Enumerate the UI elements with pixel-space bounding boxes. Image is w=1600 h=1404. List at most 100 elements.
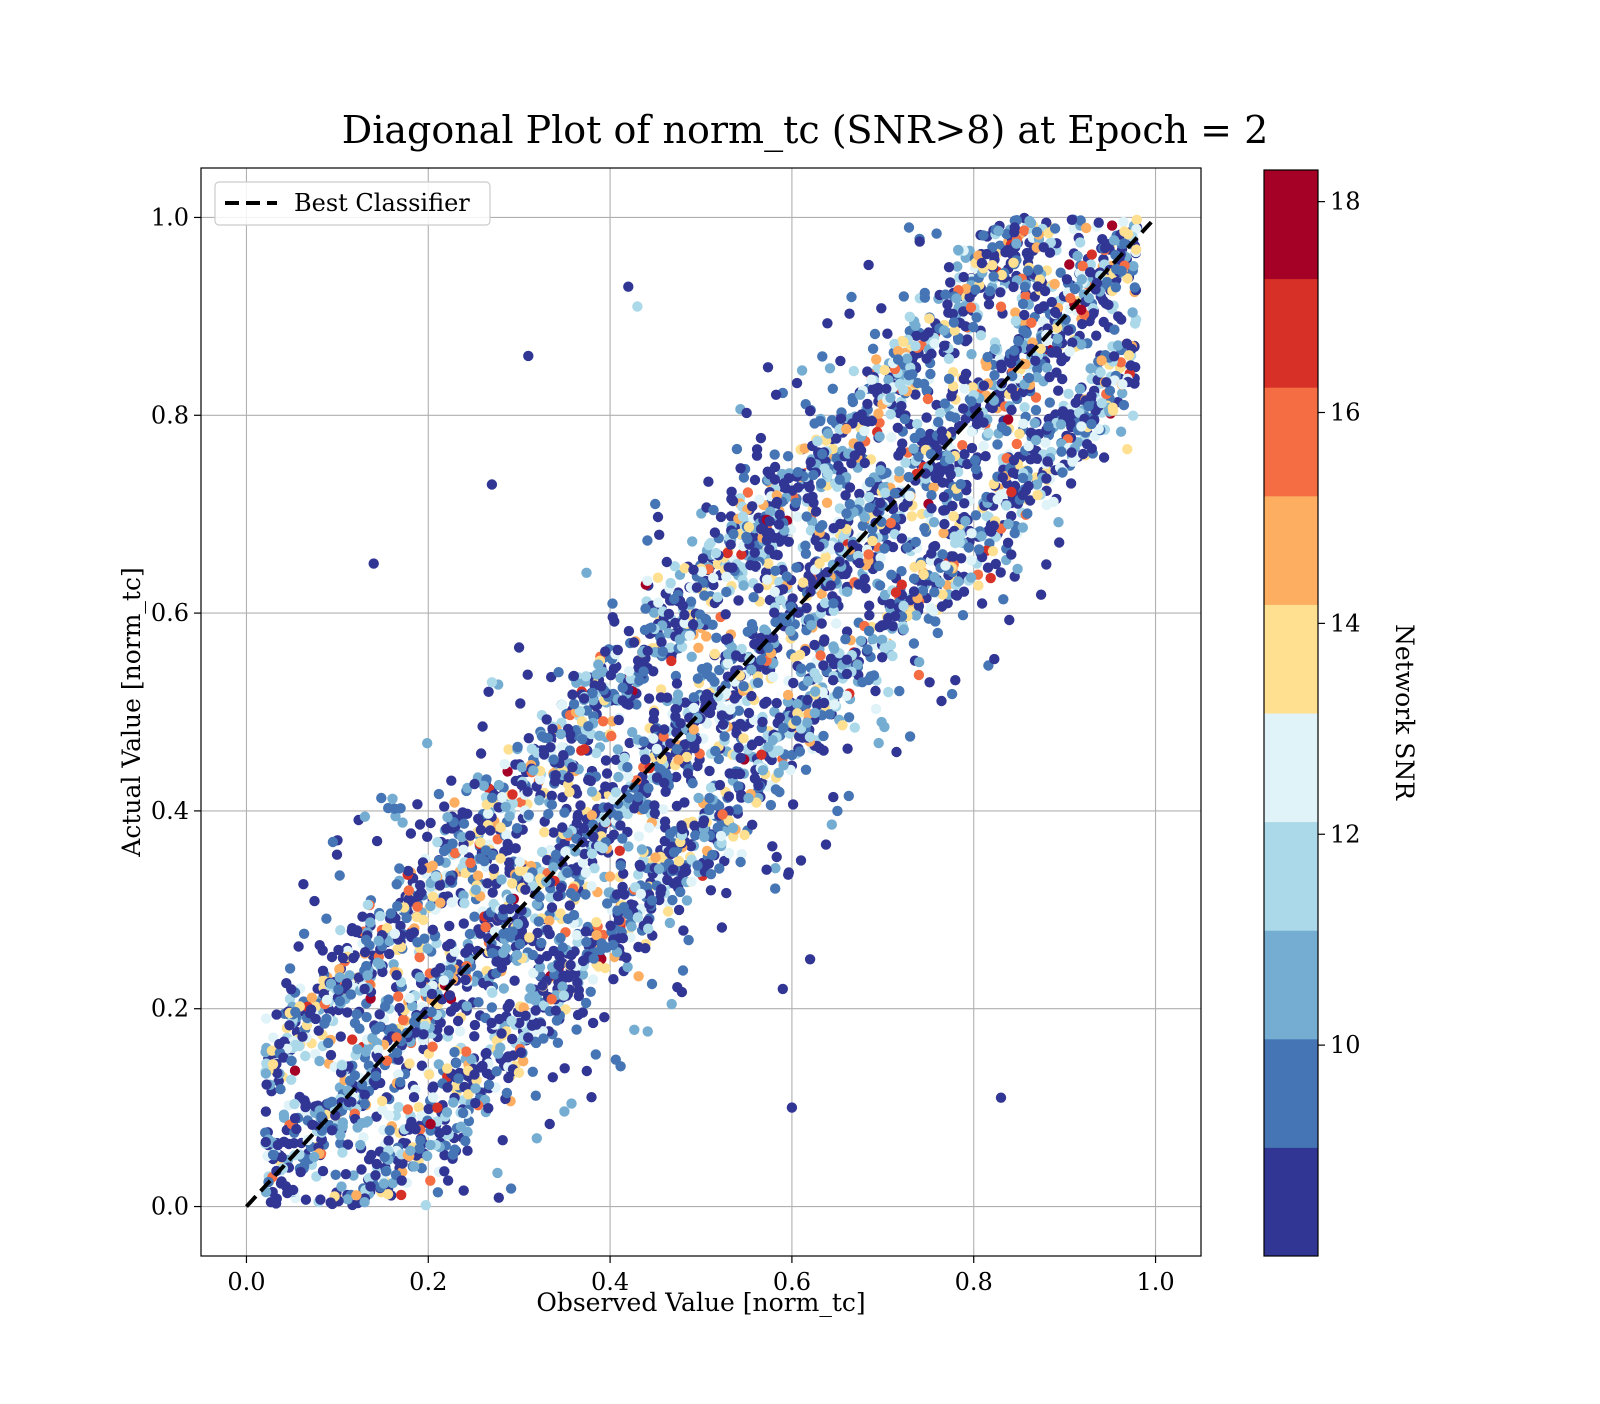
scatter-point — [344, 970, 355, 981]
scatter-point — [721, 571, 732, 582]
scatter-point — [904, 731, 916, 742]
scatter-point — [769, 607, 780, 618]
scatter-point — [379, 1151, 390, 1163]
scatter-point — [546, 799, 558, 810]
scatter-point — [477, 1060, 488, 1072]
scatter-point — [458, 1185, 469, 1196]
scatter-point — [524, 992, 535, 1004]
scatter-point — [623, 699, 634, 710]
y-tick-label: 0.6 — [151, 599, 189, 627]
scatter-point — [395, 920, 406, 932]
scatter-point — [1097, 234, 1108, 245]
scatter-point — [814, 522, 826, 533]
scatter-point — [928, 517, 940, 528]
scatter-point — [911, 330, 922, 341]
scatter-point — [442, 1063, 453, 1074]
scatter-point — [985, 572, 996, 584]
scatter-point — [855, 635, 867, 646]
scatter-point — [575, 800, 586, 811]
scatter-point — [396, 1189, 407, 1201]
colorbar-segment — [1264, 713, 1318, 823]
scatter-point — [995, 567, 1006, 578]
scatter-point — [662, 692, 673, 703]
scatter-point — [742, 487, 754, 498]
scatter-point — [800, 540, 811, 551]
scatter-point — [656, 884, 667, 895]
scatter-point — [885, 409, 896, 420]
scatter-point — [751, 444, 763, 455]
scatter-point — [419, 933, 430, 944]
scatter-point — [881, 383, 892, 394]
scatter-point — [926, 503, 937, 514]
scatter-point — [938, 491, 950, 503]
scatter-point — [274, 1038, 285, 1050]
scatter-point — [522, 669, 533, 680]
x-tick-label: 0.8 — [955, 1268, 993, 1296]
scatter-point — [945, 277, 956, 288]
scatter-point — [457, 1107, 469, 1119]
scatter-point — [554, 950, 565, 962]
scatter-point — [864, 600, 875, 611]
y-tick-label: 1.0 — [151, 203, 189, 231]
scatter-point — [427, 924, 438, 935]
scatter-point — [632, 301, 643, 312]
scatter-point — [405, 828, 417, 839]
scatter-point — [841, 690, 852, 701]
scatter-point — [1117, 379, 1128, 390]
scatter-point — [800, 764, 812, 775]
scatter-point — [643, 783, 654, 794]
scatter-point — [876, 303, 887, 314]
scatter-point — [958, 306, 969, 317]
scatter-point — [310, 1013, 321, 1025]
scatter-point — [539, 827, 550, 838]
scatter-point — [408, 1092, 420, 1103]
scatter-point — [969, 455, 981, 466]
scatter-point — [607, 598, 618, 609]
scatter-point — [879, 721, 890, 733]
scatter-point — [827, 675, 839, 686]
colorbar-segment — [1264, 604, 1318, 714]
scatter-point — [708, 572, 719, 584]
scatter-point — [523, 733, 534, 744]
scatter-point — [897, 438, 908, 449]
scatter-point — [1091, 330, 1102, 341]
scatter-point — [568, 698, 580, 710]
scatter-point — [478, 780, 489, 791]
scatter-point — [885, 392, 896, 403]
scatter-point — [960, 515, 971, 527]
scatter-point — [1001, 425, 1012, 437]
scatter-point — [359, 947, 371, 958]
colorbar-tick-label: 14 — [1330, 609, 1361, 637]
scatter-point — [696, 566, 707, 577]
scatter-point — [846, 291, 857, 303]
scatter-point — [854, 488, 865, 500]
colorbar-segment — [1264, 821, 1318, 931]
scatter-point — [548, 754, 559, 765]
scatter-point — [513, 642, 525, 653]
y-tick-label: 0.2 — [151, 995, 189, 1023]
scatter-point — [659, 777, 670, 789]
scatter-point — [423, 1103, 434, 1115]
scatter-point — [931, 228, 942, 239]
scatter-point — [815, 478, 827, 489]
scatter-point — [536, 937, 547, 949]
scatter-point — [959, 383, 970, 394]
scatter-point — [487, 792, 498, 803]
scatter-point — [534, 795, 545, 806]
scatter-point — [1064, 346, 1075, 357]
scatter-point — [581, 936, 592, 948]
scatter-point — [790, 497, 801, 508]
scatter-point — [843, 712, 855, 723]
scatter-point — [877, 652, 888, 663]
scatter-point — [286, 1055, 297, 1067]
scatter-point — [1063, 325, 1074, 336]
scatter-point — [842, 743, 853, 754]
scatter-point — [510, 843, 521, 854]
scatter-point — [725, 704, 736, 715]
scatter-point — [668, 878, 679, 889]
scatter-point — [853, 441, 865, 452]
scatter-point — [679, 563, 690, 574]
scatter-point — [863, 259, 874, 271]
scatter-point — [612, 644, 623, 656]
scatter-point — [629, 1024, 640, 1036]
